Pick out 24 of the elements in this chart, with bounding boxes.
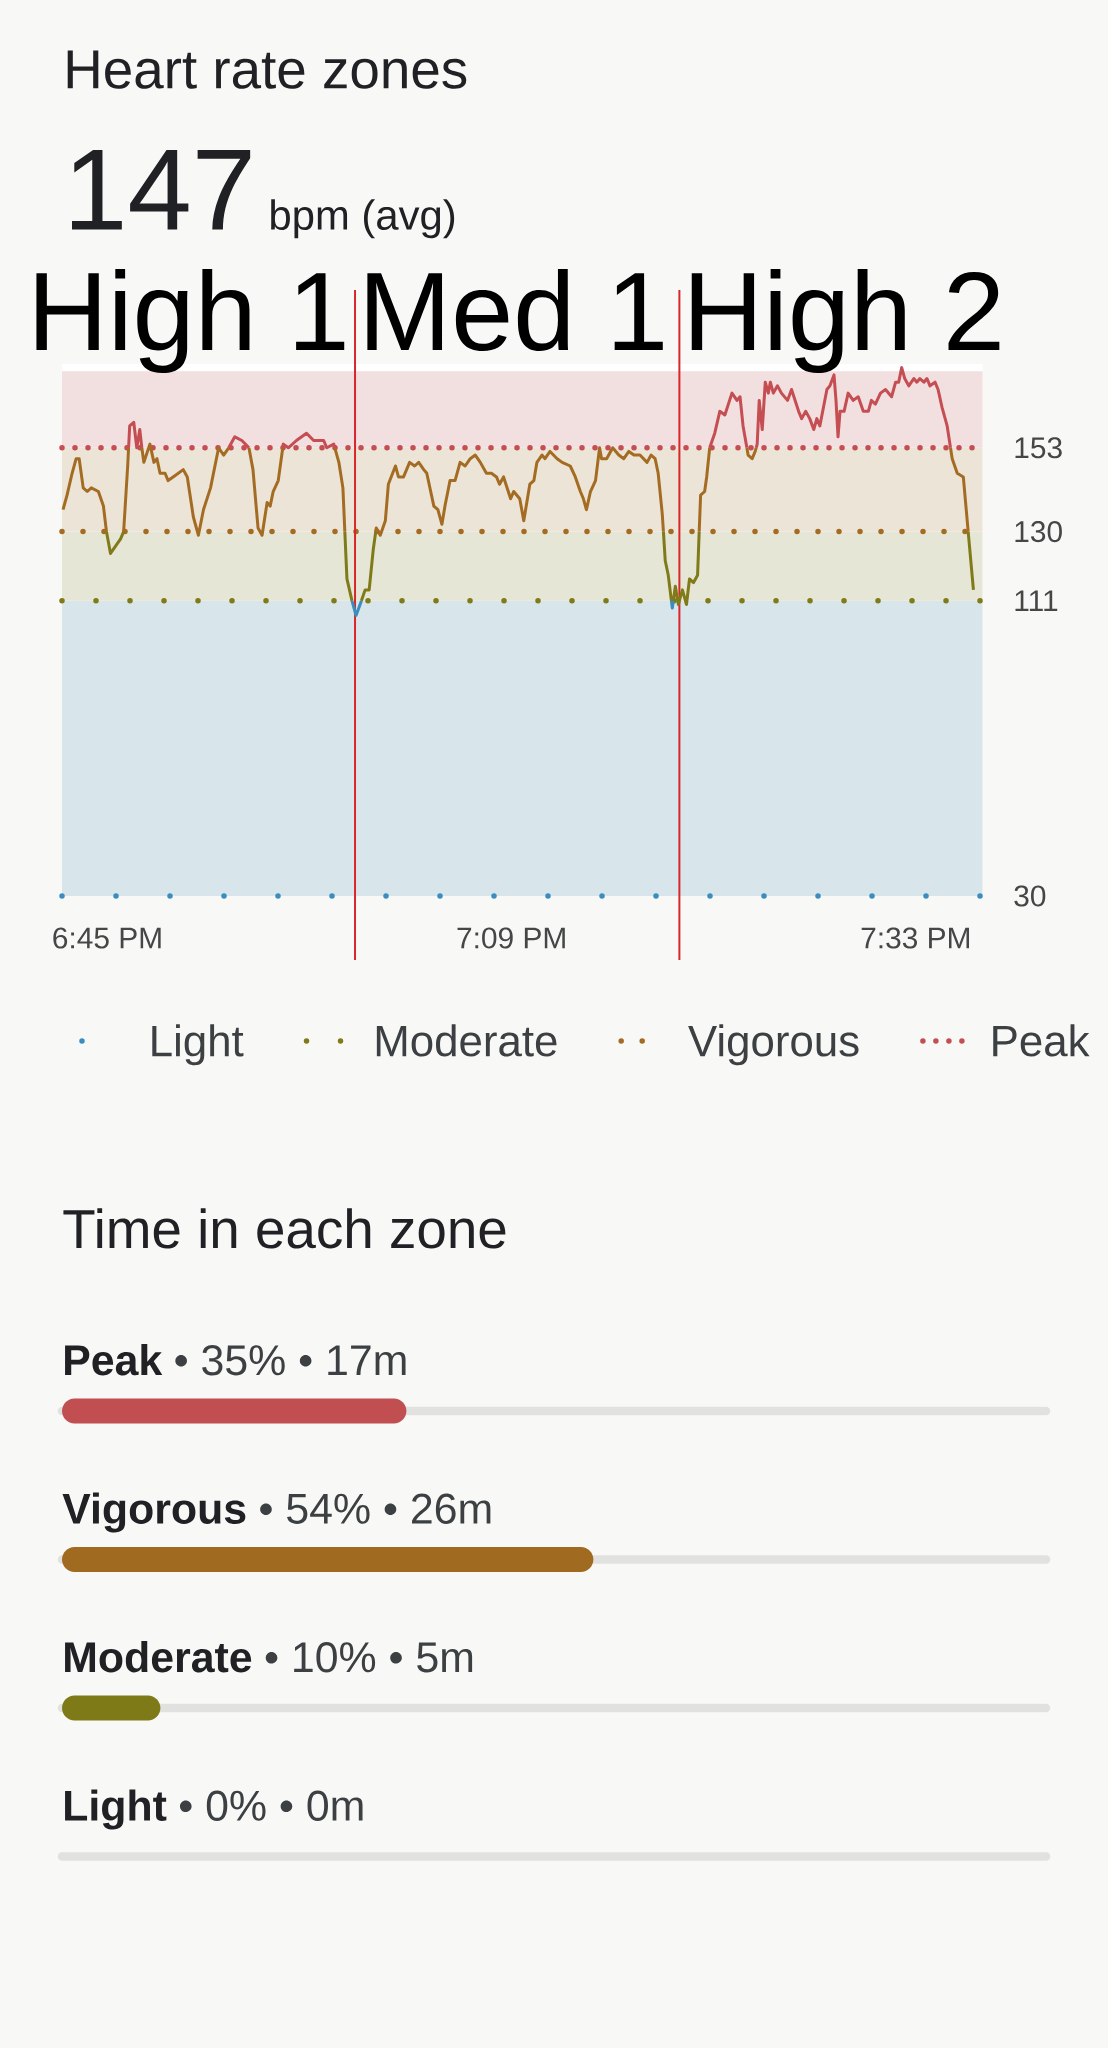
y-tick-label: Peak [65, 1343, 163, 1376]
x-tick-label: 7:33 PM [861, 927, 970, 949]
legend-label: Moderate [376, 1024, 557, 1057]
x-tick-label: 6:45 PM [53, 927, 161, 949]
chart-title: Heart rate zones [67, 50, 467, 89]
text: bpm (avg) [271, 199, 455, 239]
y-tick-label: Vigorous [62, 1492, 246, 1533]
data-label: • 54% • 26m [260, 1493, 491, 1524]
y-tick-label: Light [65, 1789, 167, 1830]
y-tick-label: 130 [1015, 521, 1062, 543]
legend-label: Vigorous [688, 1024, 859, 1066]
annotation: High 1 [36, 269, 345, 374]
x-tick-label: 7:09 PM [457, 927, 565, 949]
annotation: High 2 [691, 269, 1000, 374]
data-label: • 10% • 5m [265, 1642, 473, 1673]
y-tick-label: 30 [1014, 885, 1046, 907]
data-label: • 35% • 17m [175, 1345, 406, 1376]
chart-subtitle: 147 [72, 150, 251, 230]
data-label: • 0% • 0m [179, 1790, 363, 1821]
text: Med 1 [367, 269, 663, 352]
y-tick-label: 111 [1015, 590, 1058, 612]
y-tick-label: 153 [1015, 437, 1062, 459]
chart-title: Time in each zone [63, 1208, 506, 1249]
y-tick-label: Moderate [65, 1640, 252, 1673]
